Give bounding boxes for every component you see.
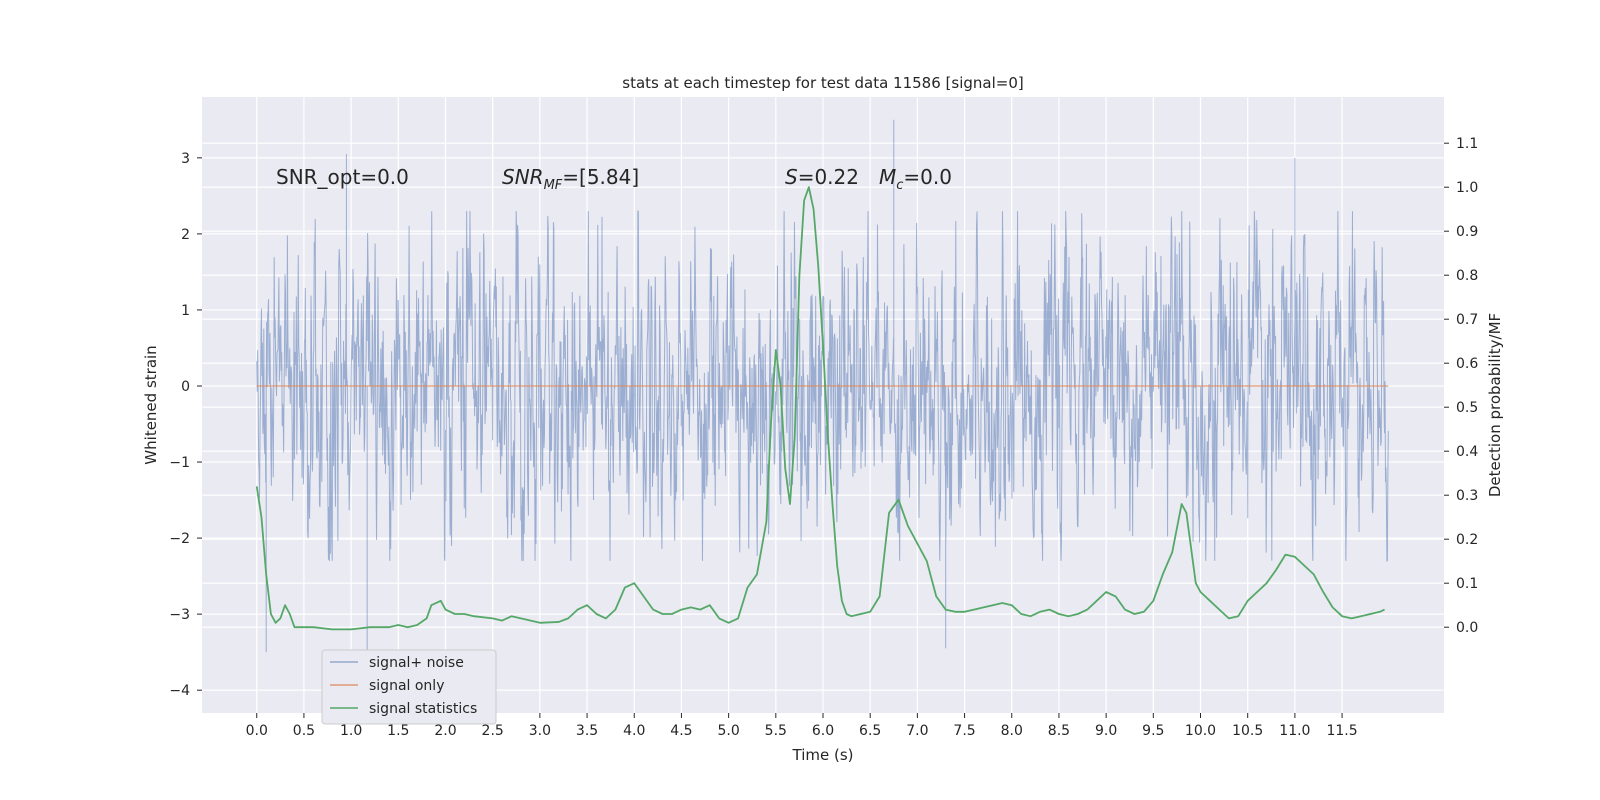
x-tick-label: 8.5 — [1048, 723, 1070, 739]
annotation-mc-label: M — [879, 165, 896, 189]
annotation-mc-sub: c — [896, 178, 903, 193]
y-tick-label: −3 — [169, 607, 190, 623]
y-tick-label: −1 — [169, 455, 190, 471]
y-tick-label: −2 — [169, 531, 190, 547]
x-tick-label: 5.0 — [717, 723, 739, 739]
x-tick-label: 1.0 — [340, 723, 362, 739]
y2-axis-label: Detection probability/MF — [1486, 313, 1504, 497]
x-tick-label: 10.0 — [1185, 723, 1216, 739]
annotation-snr-opt: SNR_opt=0.0 — [276, 165, 409, 189]
legend-label-signal-noise: signal+ noise — [369, 655, 464, 671]
x-tick-label: 1.5 — [387, 723, 409, 739]
x-tick-label: 7.5 — [953, 723, 975, 739]
y-tick-label: −4 — [169, 683, 190, 699]
signal-statistics-line — [255, 186, 1385, 631]
y-tick-label: 3 — [181, 151, 190, 167]
legend: signal+ noise signal only signal statist… — [321, 649, 497, 725]
y2-tick-label: 0.8 — [1456, 268, 1478, 284]
x-tick-label: 8.0 — [1001, 723, 1023, 739]
annotation-s: S=0.22 — [785, 165, 859, 189]
x-tick-label: 0.0 — [246, 723, 268, 739]
y-axis-label: Whitened strain — [142, 345, 160, 464]
legend-label-signal-only: signal only — [369, 678, 444, 694]
annotation-s-value: =0.22 — [798, 165, 859, 189]
y2-tick-label: 0.5 — [1456, 400, 1478, 416]
signal-statistics-series — [255, 186, 1385, 631]
legend-label-signal-statistics: signal statistics — [369, 701, 477, 717]
y2-tick-label: 0.9 — [1456, 224, 1478, 240]
y2-tick-label: 0.3 — [1456, 488, 1478, 504]
x-tick-label: 4.5 — [670, 723, 692, 739]
x-tick-label: 3.5 — [576, 723, 598, 739]
x-tick-label: 2.0 — [434, 723, 456, 739]
x-tick-label: 4.0 — [623, 723, 645, 739]
x-tick-label: 5.5 — [765, 723, 787, 739]
x-tick-label: 11.5 — [1326, 723, 1357, 739]
x-tick-label: 2.5 — [482, 723, 504, 739]
y2-axis-ticks: 1.1 1.0 0.9 0.8 0.7 0.6 0.5 0.4 0.3 0.2 0.1 0.0 — [1444, 136, 1478, 636]
x-axis-label: Time (s) — [792, 746, 854, 764]
y2-tick-label: 0.1 — [1456, 576, 1478, 592]
y2-tick-label: 0.2 — [1456, 532, 1478, 548]
y-axis-ticks: 3 2 1 0 −1 −2 −3 −4 — [169, 151, 202, 699]
y2-tick-label: 0.6 — [1456, 356, 1478, 372]
y2-tick-label: 1.1 — [1456, 136, 1478, 152]
annotation-snr-mf-main: SNR — [502, 165, 544, 189]
y-tick-label: 1 — [181, 303, 190, 319]
x-tick-label: 6.0 — [812, 723, 834, 739]
x-tick-label: 3.0 — [529, 723, 551, 739]
y-tick-label: 2 — [181, 227, 190, 243]
annotation-s-label: S — [785, 165, 798, 189]
legend-box — [321, 649, 497, 725]
x-tick-label: 10.5 — [1232, 723, 1263, 739]
x-tick-label: 11.0 — [1279, 723, 1310, 739]
x-tick-label: 6.5 — [859, 723, 881, 739]
x-axis-ticks: 0.0 0.5 1.0 1.5 2.0 2.5 3.0 3.5 4.0 4.5 5.0 5.5 6.0 6… — [246, 713, 1358, 739]
x-tick-label: 7.0 — [906, 723, 928, 739]
chart-title: stats at each timestep for test data 115… — [622, 74, 1023, 92]
annotation-mc: Mc=0.0 — [879, 165, 952, 193]
y-tick-label: 0 — [181, 379, 190, 395]
y2-tick-label: 0.4 — [1456, 444, 1478, 460]
annotation-snr-mf-rest: =[5.84] — [562, 165, 639, 189]
annotation-snr-mf-sub: MF — [544, 178, 563, 193]
y2-tick-label: 0.0 — [1456, 620, 1478, 636]
y2-tick-label: 0.7 — [1456, 312, 1478, 328]
x-tick-label: 9.0 — [1095, 723, 1117, 739]
y2-tick-label: 1.0 — [1456, 180, 1478, 196]
annotation-mc-value: =0.0 — [903, 165, 952, 189]
x-tick-label: 9.5 — [1142, 723, 1164, 739]
x-tick-label: 0.5 — [293, 723, 315, 739]
annotation-snr-mf: SNRMF=[5.84] — [502, 165, 639, 193]
